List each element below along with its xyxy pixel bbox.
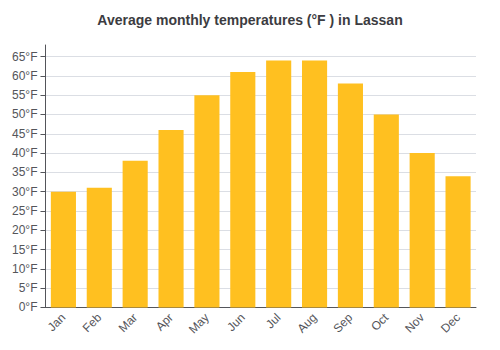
svg-text:60°F: 60°F [12, 69, 37, 83]
svg-text:Jan: Jan [45, 311, 69, 335]
svg-text:40°F: 40°F [12, 146, 37, 160]
svg-text:10°F: 10°F [12, 262, 37, 276]
svg-text:15°F: 15°F [12, 243, 37, 257]
svg-text:Oct: Oct [368, 310, 392, 334]
svg-text:35°F: 35°F [12, 165, 37, 179]
svg-text:5°F: 5°F [19, 281, 38, 295]
svg-text:30°F: 30°F [12, 185, 37, 199]
svg-text:Feb: Feb [80, 310, 105, 335]
svg-text:20°F: 20°F [12, 223, 37, 237]
svg-text:25°F: 25°F [12, 204, 37, 218]
svg-text:Mar: Mar [116, 311, 141, 335]
svg-text:Jun: Jun [224, 311, 248, 335]
svg-text:Aug: Aug [295, 311, 320, 336]
svg-text:Dec: Dec [438, 311, 463, 336]
svg-text:45°F: 45°F [12, 127, 37, 141]
svg-text:Average monthly temperatures (: Average monthly temperatures (°F ) in La… [97, 12, 402, 28]
svg-text:65°F: 65°F [12, 50, 37, 64]
svg-text:Jul: Jul [263, 311, 284, 332]
svg-text:Apr: Apr [153, 311, 176, 334]
svg-text:0°F: 0°F [19, 300, 38, 314]
svg-text:Nov: Nov [402, 311, 427, 336]
svg-text:55°F: 55°F [12, 88, 37, 102]
svg-text:May: May [186, 311, 212, 337]
svg-text:Sep: Sep [330, 310, 355, 335]
svg-text:50°F: 50°F [12, 107, 37, 121]
